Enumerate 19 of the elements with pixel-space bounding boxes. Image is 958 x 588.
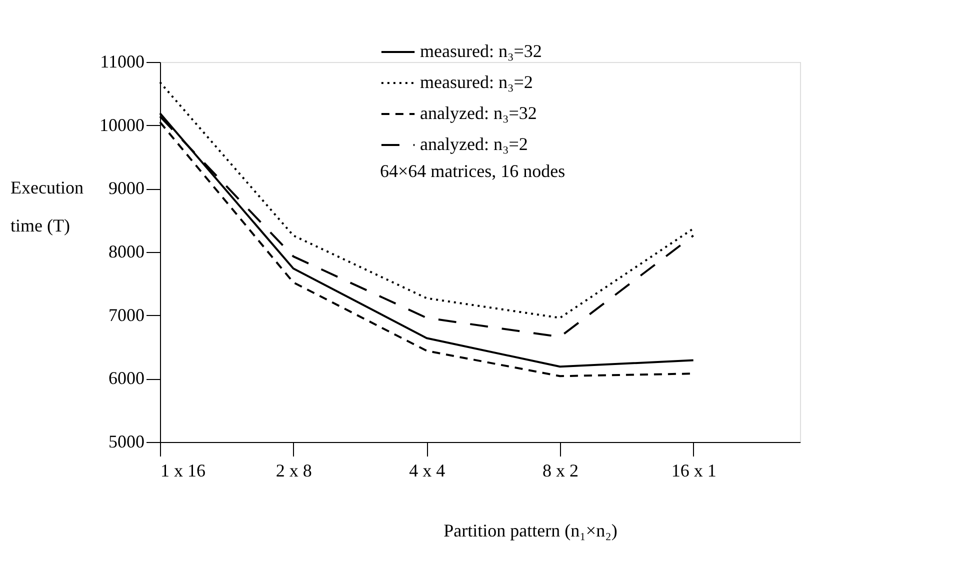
y-tick-label: 10000 (100, 114, 144, 135)
y-tick-label: 7000 (108, 304, 144, 325)
legend-label: measured: n₃=32 (420, 41, 542, 61)
y-tick-label: 11000 (100, 52, 144, 72)
legend-label: analyzed: n₃=2 (420, 134, 528, 154)
y-axis-title: Execution time (T) (10, 178, 84, 236)
annotation: 64×64 matrices, 16 nodes (380, 161, 566, 181)
x-axis-title: Partition pattern (n₁×n₂) (444, 520, 618, 540)
legend-label: measured: n₃=2 (420, 72, 533, 92)
y-tick-label: 9000 (108, 178, 144, 198)
y-tick-label: 8000 (108, 242, 144, 262)
y-tick-label: 6000 (108, 368, 144, 388)
x-tick-label: 16 x 1 (671, 460, 716, 480)
y-tick-label: 5000 (108, 432, 144, 452)
x-tick-label: 8 x 2 (542, 460, 578, 480)
x-tick-label: 1 x 16 (160, 460, 206, 480)
x-tick-label: 4 x 4 (409, 460, 446, 480)
x-tick-label: 2 x 8 (276, 460, 312, 480)
legend-label: analyzed: n₃=32 (420, 103, 537, 123)
